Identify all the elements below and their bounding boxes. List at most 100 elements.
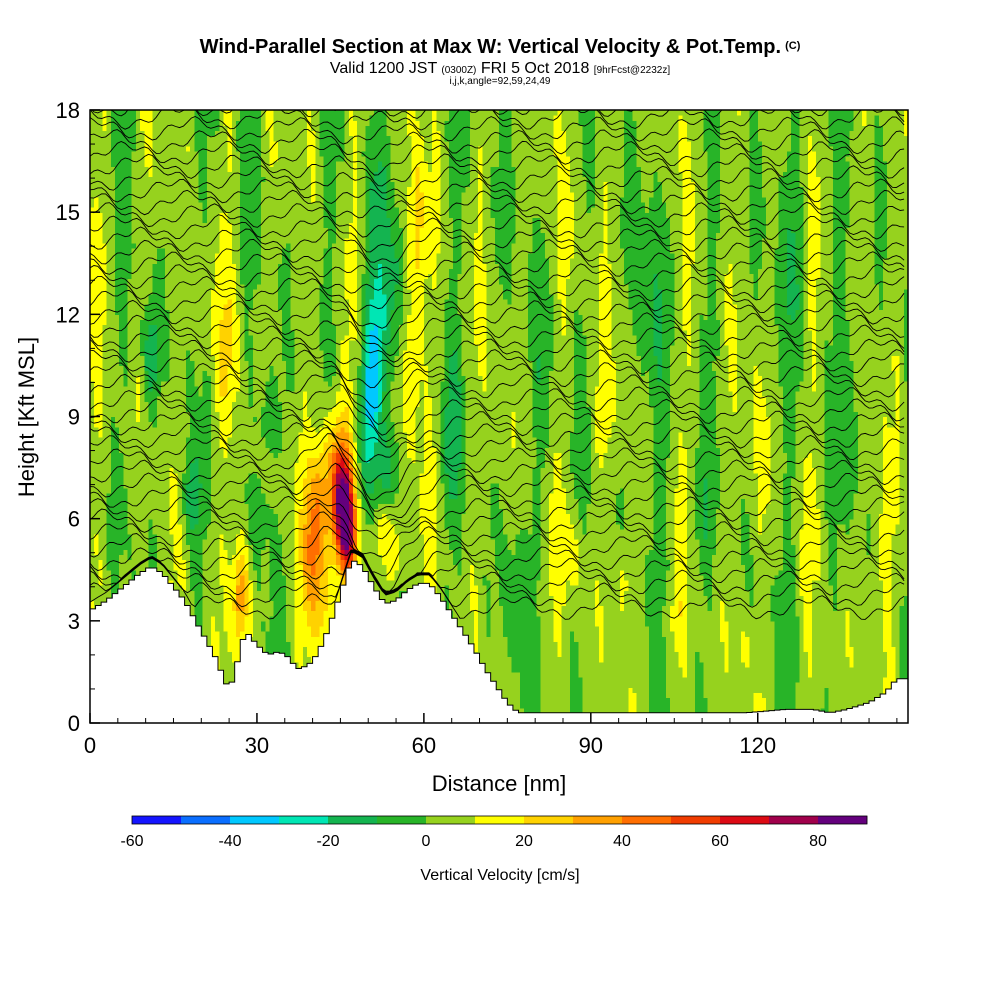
field-cell [156,145,162,152]
field-cell [248,207,254,213]
field-cell [190,171,195,178]
field-cell [98,375,104,382]
field-cell [227,344,233,351]
field-cell [135,442,141,448]
field-cell [202,385,208,392]
field-cell [223,564,229,571]
field-cell [190,600,195,607]
field-cell [236,620,241,627]
field-cell [123,569,129,576]
field-cell [144,150,150,157]
field-cell [110,171,116,178]
field-cell [198,329,204,336]
field-cell [169,110,175,116]
field-cell [106,324,112,331]
field-cell [185,390,191,397]
field-cell [244,457,250,464]
field-cell [102,201,108,208]
field-cell [140,227,145,234]
field-cell [131,472,137,479]
field-cell [148,140,154,147]
field-cell [240,125,246,132]
field-cell [123,401,129,407]
field-cell [223,631,229,637]
field-cell [160,161,166,167]
field-cell [211,329,216,336]
field-cell [215,181,220,188]
field-cell [261,585,266,591]
field-cell [223,462,229,469]
field-cell [227,135,233,142]
field-cell [102,365,108,372]
field-cell [194,288,200,295]
field-cell [236,166,241,172]
field-cell [219,488,225,494]
field-cell [223,217,229,223]
field-cell [115,355,120,361]
field-cell [173,176,179,183]
field-cell [261,431,266,438]
field-cell [119,462,124,469]
field-cell [261,442,266,448]
field-cell [140,375,145,382]
field-cell [202,334,208,341]
field-cell [206,380,212,387]
field-cell [252,360,258,367]
field-cell [152,130,158,137]
field-cell [177,227,183,234]
field-cell [190,385,195,392]
field-cell [244,242,250,249]
field-cell [227,452,233,458]
field-cell [106,247,112,254]
field-cell [256,207,262,213]
field-cell [165,110,170,116]
field-cell [106,212,112,218]
field-cell [140,436,145,443]
field-cell [252,554,258,561]
field-cell [110,488,116,494]
field-cell [190,579,195,586]
field-cell [156,237,162,244]
field-cell [177,161,183,167]
field-cell [240,355,246,361]
field-cell [194,579,200,586]
field-cell [202,447,208,453]
field-cell [160,115,166,121]
field-cell [160,498,166,504]
field-cell [223,406,229,412]
field-cell [185,130,191,137]
field-cell [215,615,220,622]
field-cell [240,467,246,474]
field-cell [156,334,162,341]
field-cell [177,508,183,515]
field-cell [211,625,216,632]
field-cell [123,355,129,361]
field-cell [140,467,145,474]
field-cell [94,155,99,162]
field-cell [144,227,150,234]
field-cell [215,370,220,377]
field-cell [135,329,141,336]
field-cell [248,406,254,412]
field-cell [140,283,145,290]
field-cell [236,396,241,402]
field-cell [131,176,137,183]
field-cell [90,196,95,203]
field-cell [173,253,179,259]
field-cell [194,314,200,321]
field-cell [135,115,141,121]
field-cell [156,339,162,346]
field-cell [177,293,183,300]
field-cell [236,605,241,612]
field-cell [219,161,225,167]
field-cell [98,253,104,259]
field-cell [215,110,220,116]
field-cell [244,375,250,382]
field-cell [90,258,95,264]
field-cell [123,155,129,162]
field-cell [206,436,212,443]
field-cell [240,503,246,510]
field-cell [98,120,104,126]
field-cell [135,549,141,556]
field-cell [261,641,266,647]
